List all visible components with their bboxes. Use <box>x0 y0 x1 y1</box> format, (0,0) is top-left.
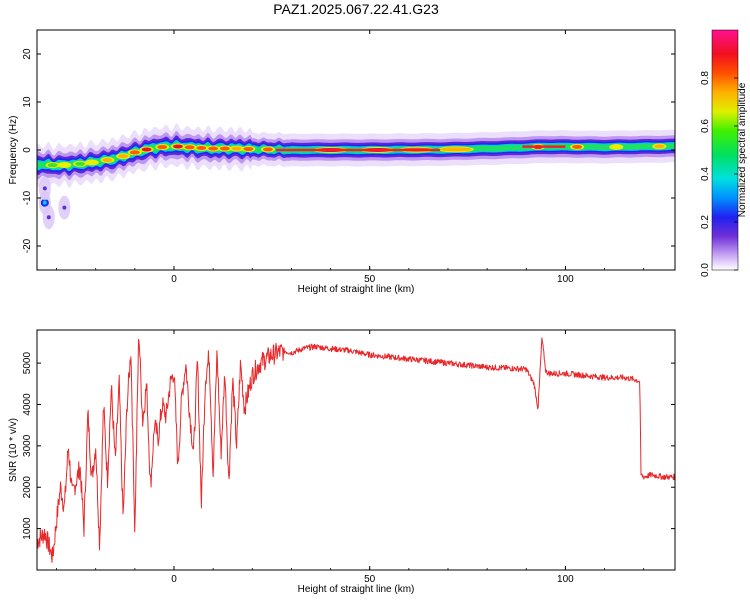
spectrogram-ylabel: Frequency (Hz) <box>8 116 19 185</box>
spectrogram-ytick-label: 0 <box>22 147 33 153</box>
spectrogram-outlier-core <box>42 186 47 191</box>
snr-ytick-label: 1000 <box>22 517 33 540</box>
spectrogram-hotspot <box>118 154 129 159</box>
snr-ytick-label: 3000 <box>22 434 33 457</box>
snr-ytick-label: 2000 <box>22 476 33 499</box>
spectrogram-axes: 0 50 100 -20 -10 0 10 20 <box>22 30 675 285</box>
snr-axes: 0 50 100 1000 2000 3000 4000 5000 <box>22 330 675 585</box>
snr-frame <box>36 329 676 571</box>
spectrogram-hotspot <box>262 147 273 152</box>
snr-plot-area <box>37 330 675 570</box>
colorbar-tick-label: 0.4 <box>700 167 711 181</box>
spectrogram-hotspot <box>47 163 58 168</box>
snr-marks <box>37 337 675 563</box>
spectrogram-ytick-label: 10 <box>22 96 33 108</box>
spectrogram-xlabel: Height of straight line (km) <box>298 284 415 295</box>
spectrogram-hotspot <box>157 145 168 150</box>
spectrogram-hotspot <box>141 147 152 152</box>
spectrogram-xtick-label: 100 <box>557 274 574 285</box>
snr-xlabel: Height of straight line (km) <box>298 584 415 595</box>
spectrogram-ytick-label: 20 <box>22 48 33 60</box>
spectrogram-hotspot <box>654 144 665 149</box>
spectrogram-outlier-core <box>62 205 67 210</box>
colorbar-label: Normalized spectral amplitude <box>737 82 748 217</box>
colorbar-axes: 0.0 0.2 0.4 0.6 0.8 <box>700 71 738 277</box>
spectrogram-hotspot <box>439 147 472 152</box>
spectrogram-xtick-label: 0 <box>171 274 177 285</box>
spectrogram-hotspot <box>129 150 140 155</box>
snr-xtick-label: 100 <box>557 574 574 585</box>
snr-panel: 0 50 100 1000 2000 3000 4000 5000 Height of str… <box>8 329 676 595</box>
spectrogram-hotspot <box>219 146 230 151</box>
snr-series-line <box>37 337 675 563</box>
spectrogram-hotspot <box>208 146 219 151</box>
figure-title: PAZ1.2025.067.22.41.G23 <box>273 1 439 17</box>
colorbar-tick-label: 0.6 <box>700 119 711 133</box>
spectrogram-hotspot <box>243 146 254 151</box>
spectrogram-hotspot <box>231 146 242 151</box>
colorbar-frame <box>711 29 739 271</box>
spectrogram-hotspot <box>86 160 97 165</box>
spectrogram-hotspot <box>75 161 86 166</box>
spectrogram-hotspot <box>572 144 583 149</box>
snr-ylabel: SNR (10 * v/v) <box>8 418 19 482</box>
snr-ytick-label: 5000 <box>22 352 33 375</box>
spectrogram-marks <box>37 123 675 230</box>
snr-ytick-label: 4000 <box>22 393 33 416</box>
snr-xtick-label: 0 <box>171 574 177 585</box>
spectrogram-outlier-core <box>46 215 51 220</box>
spectrogram-hotspot <box>172 144 183 149</box>
spectrogram-panel: 0 50 100 -20 -10 0 10 20 Height of straight lin… <box>8 29 676 295</box>
spectrogram-hotspot <box>102 157 113 162</box>
spectrogram-ytick-label: -20 <box>22 238 33 253</box>
spectrogram-hotspot <box>59 162 70 167</box>
colorbar-gradient <box>712 30 738 270</box>
spectrogram-ytick-label: -10 <box>22 190 33 205</box>
colorbar-tick-label: 0.0 <box>700 263 711 277</box>
snr-xtick-label: 50 <box>364 574 376 585</box>
colorbar: 0.0 0.2 0.4 0.6 0.8 Normalized spectral ampl… <box>700 29 748 277</box>
colorbar-tick-label: 0.8 <box>700 71 711 85</box>
colorbar-tick-label: 0.2 <box>700 215 711 229</box>
spectrogram-hotspot <box>611 144 622 149</box>
spectrogram-xtick-label: 50 <box>364 274 376 285</box>
spectrogram-hotspot <box>184 145 195 150</box>
spectrogram-outlier-core <box>42 200 47 205</box>
spectrogram-hotspot <box>196 145 207 150</box>
